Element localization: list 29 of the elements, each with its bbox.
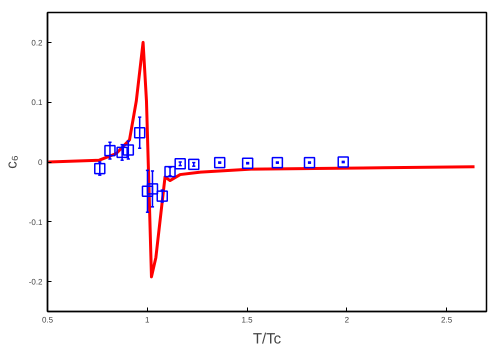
point [116,146,128,158]
y-tick-label: 0.2 [31,38,44,48]
point [242,157,254,169]
y-tick-label: 0 [38,158,44,167]
point [134,126,146,138]
x-tick-label: 0.5 [42,316,54,324]
point [337,156,349,168]
x-tick-label: 1 [145,316,150,324]
point [122,144,134,156]
point [188,158,200,170]
point [146,183,158,195]
y-tick-label: -0.2 [28,278,44,287]
point [304,156,316,168]
point [156,190,168,202]
x-tick-label: 1.5 [241,316,254,324]
point [174,158,186,170]
y-tick-label: -0.1 [28,218,44,227]
point [104,144,116,156]
point [94,162,106,174]
y-tick-label: 0.1 [31,98,44,108]
y-axis-title: c₆ [4,155,21,169]
x-axis-title: T/Tc [252,330,282,348]
point [164,166,176,178]
point [142,186,154,198]
x-tick-label: 2 [344,316,350,324]
point [272,156,284,168]
point [214,156,226,168]
x-tick-label: 2.5 [441,316,453,324]
line-series [48,40,476,278]
